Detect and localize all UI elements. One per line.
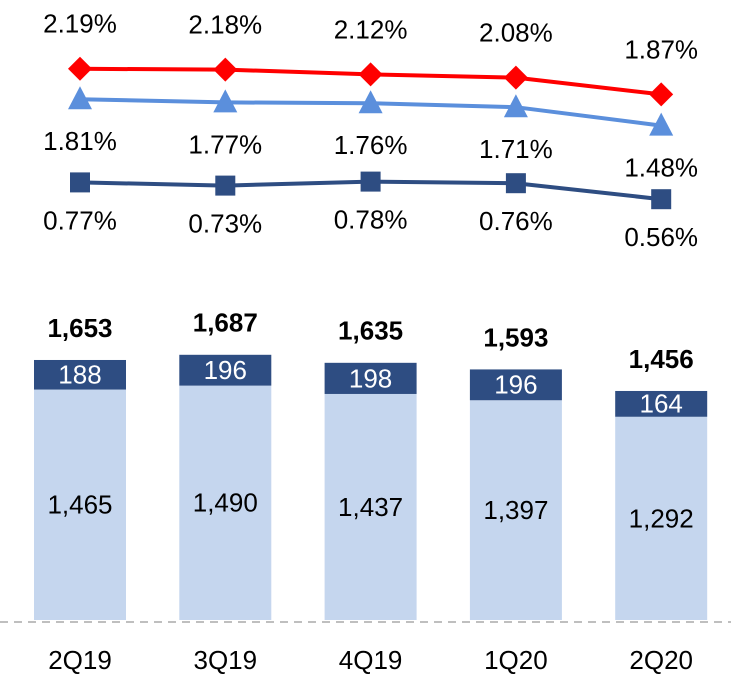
data-label: 2.12% xyxy=(334,14,408,44)
bar-segment xyxy=(324,362,417,394)
data-label: 1.48% xyxy=(624,152,698,182)
marker xyxy=(215,175,236,196)
total-label: 1,653 xyxy=(47,313,112,343)
bar-segment xyxy=(469,400,562,620)
data-label: 0.78% xyxy=(334,204,408,234)
data-label: 0.56% xyxy=(624,222,698,252)
data-label: 2.08% xyxy=(479,17,553,47)
x-tick-label: 2Q19 xyxy=(48,645,112,675)
segment-label: 1,465 xyxy=(47,490,112,520)
marker xyxy=(70,172,90,193)
marker xyxy=(68,86,92,110)
marker xyxy=(213,57,238,82)
data-label: 2.19% xyxy=(43,9,117,39)
marker xyxy=(360,171,381,192)
data-label: 0.73% xyxy=(188,208,262,238)
segment-label: 188 xyxy=(58,360,101,390)
bar-segment xyxy=(469,369,562,401)
marker xyxy=(358,90,383,114)
bar-segment xyxy=(615,390,708,417)
marker xyxy=(503,94,528,118)
data-label: 2.18% xyxy=(188,9,262,39)
data-label: 1.77% xyxy=(188,129,262,159)
bar-segment xyxy=(615,416,708,620)
total-label: 1,687 xyxy=(193,308,258,338)
marker xyxy=(651,189,672,210)
marker xyxy=(649,112,674,136)
marker xyxy=(505,173,526,194)
data-label: 0.76% xyxy=(479,206,553,236)
total-label: 1,456 xyxy=(629,344,694,374)
segment-label: 1,490 xyxy=(193,488,258,518)
segment-label: 196 xyxy=(494,370,537,400)
data-label: 1.76% xyxy=(334,130,408,160)
total-label: 1,635 xyxy=(338,316,403,346)
x-tick-label: 3Q19 xyxy=(193,645,257,675)
segment-label: 1,292 xyxy=(629,503,694,533)
bar-segment xyxy=(179,385,272,620)
segment-label: 1,437 xyxy=(338,492,403,522)
bar-segment xyxy=(34,389,126,620)
segment-label: 1,397 xyxy=(483,495,548,525)
marker xyxy=(68,56,92,81)
marker xyxy=(358,62,383,87)
bar-segment xyxy=(324,393,417,620)
x-tick-label: 2Q20 xyxy=(629,645,693,675)
segment-label: 198 xyxy=(349,363,392,393)
bar-segment xyxy=(179,354,272,386)
x-tick-label: 1Q20 xyxy=(484,645,548,675)
marker xyxy=(503,65,528,90)
bar-segment xyxy=(34,359,126,390)
segment-label: 196 xyxy=(204,355,247,385)
segment-label: 164 xyxy=(640,389,683,419)
total-label: 1,593 xyxy=(483,322,548,352)
data-label: 1.81% xyxy=(43,126,117,156)
data-label: 0.77% xyxy=(43,205,117,235)
data-label: 1.87% xyxy=(624,34,698,64)
x-tick-label: 4Q19 xyxy=(339,645,403,675)
data-label: 1.71% xyxy=(479,134,553,164)
marker xyxy=(649,82,674,107)
marker xyxy=(213,89,238,113)
